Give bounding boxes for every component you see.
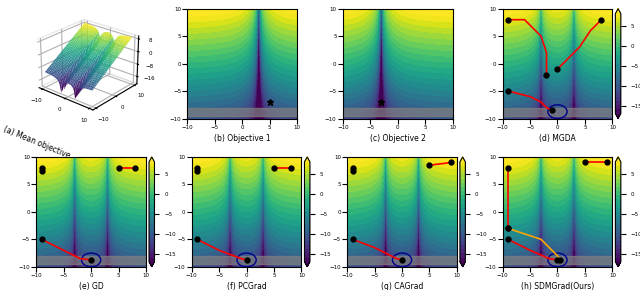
X-axis label: (g) CAGrad: (g) CAGrad	[381, 282, 423, 290]
PathPatch shape	[615, 157, 621, 162]
PathPatch shape	[615, 262, 621, 267]
X-axis label: (e) GD: (e) GD	[79, 282, 104, 290]
X-axis label: (a) Mean objective: (a) Mean objective	[2, 125, 71, 161]
Bar	[188, 108, 297, 116]
PathPatch shape	[149, 157, 154, 162]
Bar	[502, 256, 612, 264]
Bar	[347, 256, 457, 264]
X-axis label: (f) PCGrad: (f) PCGrad	[227, 282, 266, 290]
Bar	[343, 108, 452, 116]
Bar	[36, 256, 146, 264]
X-axis label: (b) Objective 1: (b) Objective 1	[214, 134, 271, 143]
Bar	[502, 108, 612, 116]
PathPatch shape	[460, 157, 465, 162]
PathPatch shape	[615, 114, 621, 119]
PathPatch shape	[305, 262, 310, 267]
X-axis label: (c) Objective 2: (c) Objective 2	[370, 134, 426, 143]
PathPatch shape	[149, 262, 154, 267]
X-axis label: (h) SDMGrad(Ours): (h) SDMGrad(Ours)	[521, 282, 594, 290]
PathPatch shape	[615, 9, 621, 14]
X-axis label: (d) MGDA: (d) MGDA	[539, 134, 576, 143]
PathPatch shape	[305, 157, 310, 162]
PathPatch shape	[460, 262, 465, 267]
Bar	[191, 256, 301, 264]
